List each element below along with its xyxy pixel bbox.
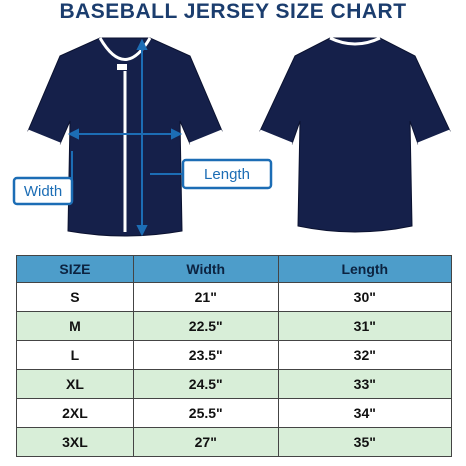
table-cell: 22.5" [132, 311, 279, 341]
header-row: SIZE Width Length [16, 255, 453, 283]
column-header: SIZE [16, 255, 134, 283]
table-cell: L [16, 340, 134, 370]
title: BASEBALL JERSEY SIZE CHART [59, 0, 407, 23]
column-header: Width [132, 255, 279, 283]
table-cell: 31" [277, 311, 453, 341]
table-cell: 24.5" [132, 369, 279, 399]
back-jersey [259, 36, 451, 233]
table-cell: 2XL [16, 398, 134, 428]
table-cell: 30" [277, 282, 453, 312]
table-cell: 21" [132, 282, 279, 312]
measure-arrows [67, 38, 183, 237]
jersey-diagram: Width Length [12, 36, 451, 237]
table-cell: M [16, 311, 134, 341]
front-jersey [27, 37, 223, 237]
table-cell: 23.5" [132, 340, 279, 370]
table-cell: 27" [132, 427, 279, 457]
width-label-box [12, 176, 74, 206]
table-cell: 3XL [16, 427, 134, 457]
table-cell: S [16, 282, 134, 312]
table-row: L 23.5" 32" [16, 340, 453, 370]
length-label: Length [204, 166, 250, 183]
table-cell: 25.5" [132, 398, 279, 428]
table-row: 2XL 25.5" 34" [16, 398, 453, 428]
table-cell: 34" [277, 398, 453, 428]
table-cell: XL [16, 369, 134, 399]
table-cell: 32" [277, 340, 453, 370]
width-label: Width [24, 183, 62, 200]
length-label-box [181, 158, 273, 190]
table-body: S 21" 30" M 22.5" 31" L 23.5" 32" XL 24.5" 33" 2XL 25… [16, 282, 453, 457]
table-row: S 21" 30" [16, 282, 453, 312]
table-cell: 35" [277, 427, 453, 457]
table-cell: 33" [277, 369, 453, 399]
table-row: M 22.5" 31" [16, 311, 453, 341]
column-header: Length [277, 255, 453, 283]
table-row: XL 24.5" 33" [16, 369, 453, 399]
table-row: 3XL 27" 35" [16, 427, 453, 457]
size-table: SIZE Width Length S 21" 30" M 22.5" 31" L 23.5" 32… [16, 255, 453, 457]
